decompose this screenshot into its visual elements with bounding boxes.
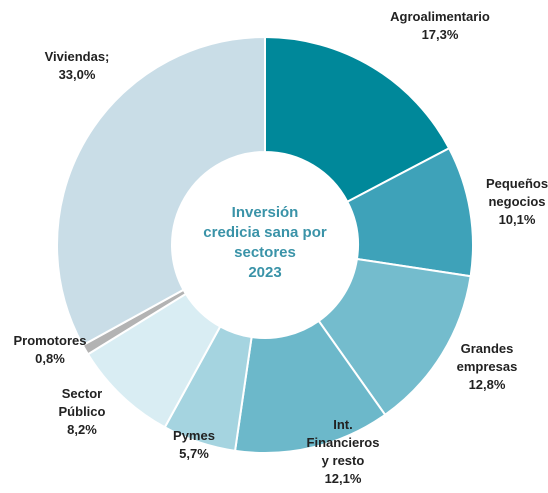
slice-label: Pequeños negocios 10,1% <box>486 176 548 227</box>
donut-slice <box>264 35 451 204</box>
value-label: 17,3% <box>422 27 459 42</box>
value-label: 5,7% <box>179 446 209 461</box>
slice-label: Pymes 5,7% <box>173 428 215 461</box>
label-line: negocios <box>488 194 545 209</box>
slice-label: Viviendas; 33,0% <box>45 49 110 82</box>
label-line: Financieros <box>307 435 380 450</box>
value-label: 33,0% <box>59 67 96 82</box>
label-line: Público <box>59 404 106 419</box>
label-line: Promotores <box>14 333 87 348</box>
label-line: Pymes <box>173 428 215 443</box>
label-line: Pequeños <box>486 176 548 191</box>
value-label: 12,8% <box>469 377 506 392</box>
value-label: 0,8% <box>35 351 65 366</box>
title-line: credicia sana por <box>203 224 327 241</box>
title-line: Inversión <box>232 204 299 221</box>
label-line: Agroalimentario <box>390 9 490 24</box>
title-line: sectores <box>234 244 296 261</box>
slice-label: Sector Público 8,2% <box>59 386 106 437</box>
title-line: 2023 <box>248 264 281 281</box>
label-line: Viviendas; <box>45 49 110 64</box>
value-label: 8,2% <box>67 422 97 437</box>
value-label: 12,1% <box>325 471 362 486</box>
slice-label: Promotores 0,8% <box>14 333 87 366</box>
chart-title: Inversión credicia sana por sectores 2023 <box>203 204 327 281</box>
label-line: empresas <box>457 359 518 374</box>
label-line: Grandes <box>461 341 514 356</box>
slice-label: Grandes empresas 12,8% <box>457 341 518 392</box>
label-line: Sector <box>62 386 102 401</box>
value-label: 10,1% <box>499 212 536 227</box>
donut-slice <box>56 35 266 347</box>
slice-label: Int. Financieros y resto 12,1% <box>307 417 380 486</box>
donut-slice <box>233 319 387 454</box>
label-line: y resto <box>322 453 365 468</box>
label-line: Int. <box>333 417 353 432</box>
slice-label: Agroalimentario 17,3% <box>390 9 490 42</box>
